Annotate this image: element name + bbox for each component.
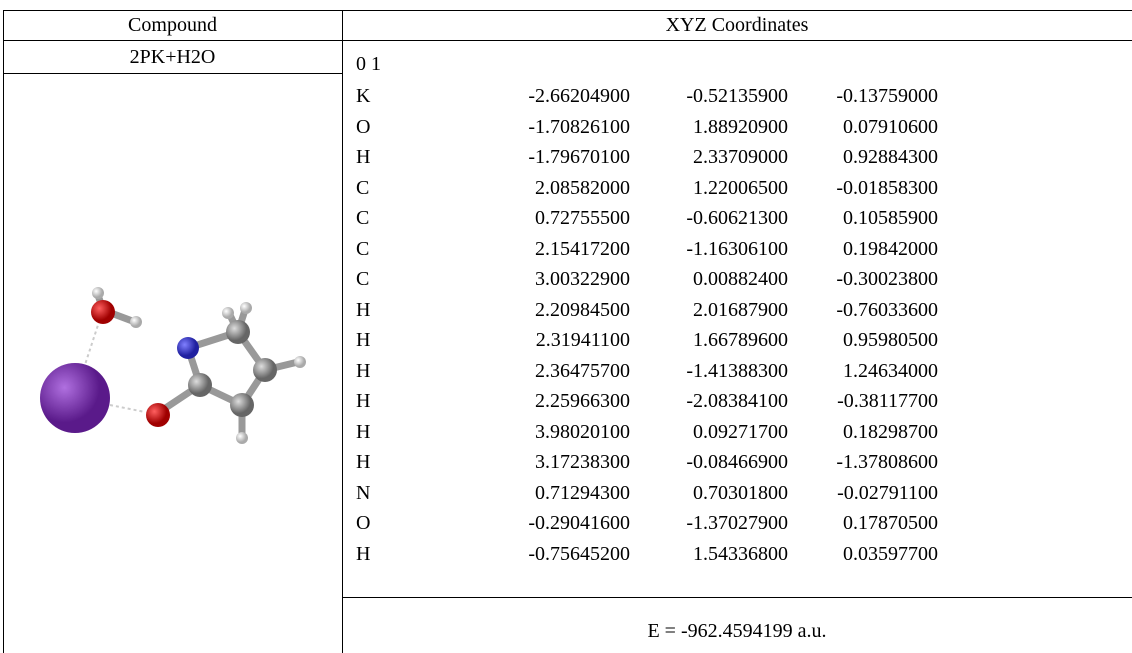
y-coordinate: 2.01687900: [693, 298, 788, 321]
x-coordinate: 2.15417200: [535, 237, 630, 260]
compound: 2PK+H2O: [129, 46, 216, 68]
border: [3, 73, 342, 74]
atom-element: N: [356, 481, 371, 504]
atom-element: H: [356, 146, 371, 168]
header: Compound: [128, 14, 217, 36]
border: [3, 40, 1132, 41]
atom-element: C: [356, 207, 370, 229]
y-coordinate: 1.54336800: [693, 542, 788, 565]
x-coordinate: 3.00322900: [535, 268, 630, 290]
z-coordinate: -1.37808600: [836, 451, 938, 473]
y-coordinate: 1.22006500: [693, 176, 788, 199]
molecule: [40, 287, 306, 444]
y-coordinate: -1.41388300: [686, 359, 788, 382]
z-coordinate: 0.92884300: [843, 146, 938, 168]
x-coordinate: 2.31941100: [535, 329, 630, 351]
x-coordinate: 2.25966300: [535, 390, 630, 412]
energy: E = -962.4594199 a.u.: [647, 620, 827, 642]
charge-multiplicity: 0 1: [356, 53, 381, 75]
atom-element: C: [356, 176, 370, 199]
z-coordinate: 0.17870500: [843, 512, 938, 534]
y-coordinate: -2.08384100: [686, 390, 788, 412]
x-coordinate: 2.08582000: [535, 176, 630, 199]
x-coordinate: 2.20984500: [535, 298, 630, 321]
z-coordinate: -0.76033600: [836, 298, 938, 321]
y-coordinate: -1.37027900: [686, 512, 788, 534]
atom-element: H: [356, 451, 371, 473]
z-coordinate: -0.01858300: [836, 176, 938, 199]
z-coordinate: -0.02791100: [837, 481, 938, 504]
x-coordinate: -0.75645200: [528, 542, 630, 565]
z-coordinate: 0.18298700: [843, 420, 938, 443]
header: XYZ Coordinates: [665, 14, 809, 36]
atom-element: O: [356, 115, 371, 138]
atom-element: C: [356, 237, 370, 260]
x-coordinate: 0.71294300: [535, 481, 630, 504]
atom-element: H: [356, 420, 371, 443]
atom-element: K: [356, 85, 371, 107]
x-coordinate: -1.79670100: [528, 146, 630, 168]
atom-element: H: [356, 329, 371, 351]
x-coordinate: -2.66204900: [528, 85, 630, 107]
y-coordinate: -0.52135900: [686, 85, 788, 107]
atom-element: C: [356, 268, 370, 290]
border: [342, 597, 1132, 598]
z-coordinate: 0.03597700: [843, 542, 938, 565]
border: [342, 10, 343, 653]
z-coordinate: 0.07910600: [843, 115, 938, 138]
atom-element: H: [356, 542, 371, 565]
y-coordinate: 1.66789600: [693, 329, 788, 351]
x-coordinate: -0.29041600: [528, 512, 630, 534]
x-coordinate: 3.17238300: [535, 451, 630, 473]
y-coordinate: -1.16306100: [686, 237, 788, 260]
z-coordinate: 0.95980500: [843, 329, 938, 351]
y-coordinate: 0.09271700: [693, 420, 788, 443]
z-coordinate: 0.19842000: [843, 237, 938, 260]
x-coordinate: 0.72755500: [535, 207, 630, 229]
y-coordinate: 1.88920900: [693, 115, 788, 138]
x-coordinate: 3.98020100: [535, 420, 630, 443]
y-coordinate: 0.70301800: [693, 481, 788, 504]
atom-element: H: [356, 359, 371, 382]
y-coordinate: 0.00882400: [693, 268, 788, 290]
atom-element: H: [356, 390, 371, 412]
atom-element: H: [356, 298, 371, 321]
border: [3, 10, 1132, 11]
y-coordinate: -0.60621300: [686, 207, 788, 229]
z-coordinate: -0.38117700: [837, 390, 938, 412]
y-coordinate: 2.33709000: [693, 146, 788, 168]
atom-element: O: [356, 512, 371, 534]
border: [3, 10, 4, 653]
x-coordinate: -1.70826100: [528, 115, 630, 138]
z-coordinate: 0.10585900: [843, 207, 938, 229]
z-coordinate: -0.13759000: [836, 85, 938, 107]
y-coordinate: -0.08466900: [686, 451, 788, 473]
z-coordinate: -0.30023800: [836, 268, 938, 290]
x-coordinate: 2.36475700: [535, 359, 630, 382]
z-coordinate: 1.24634000: [843, 359, 938, 382]
